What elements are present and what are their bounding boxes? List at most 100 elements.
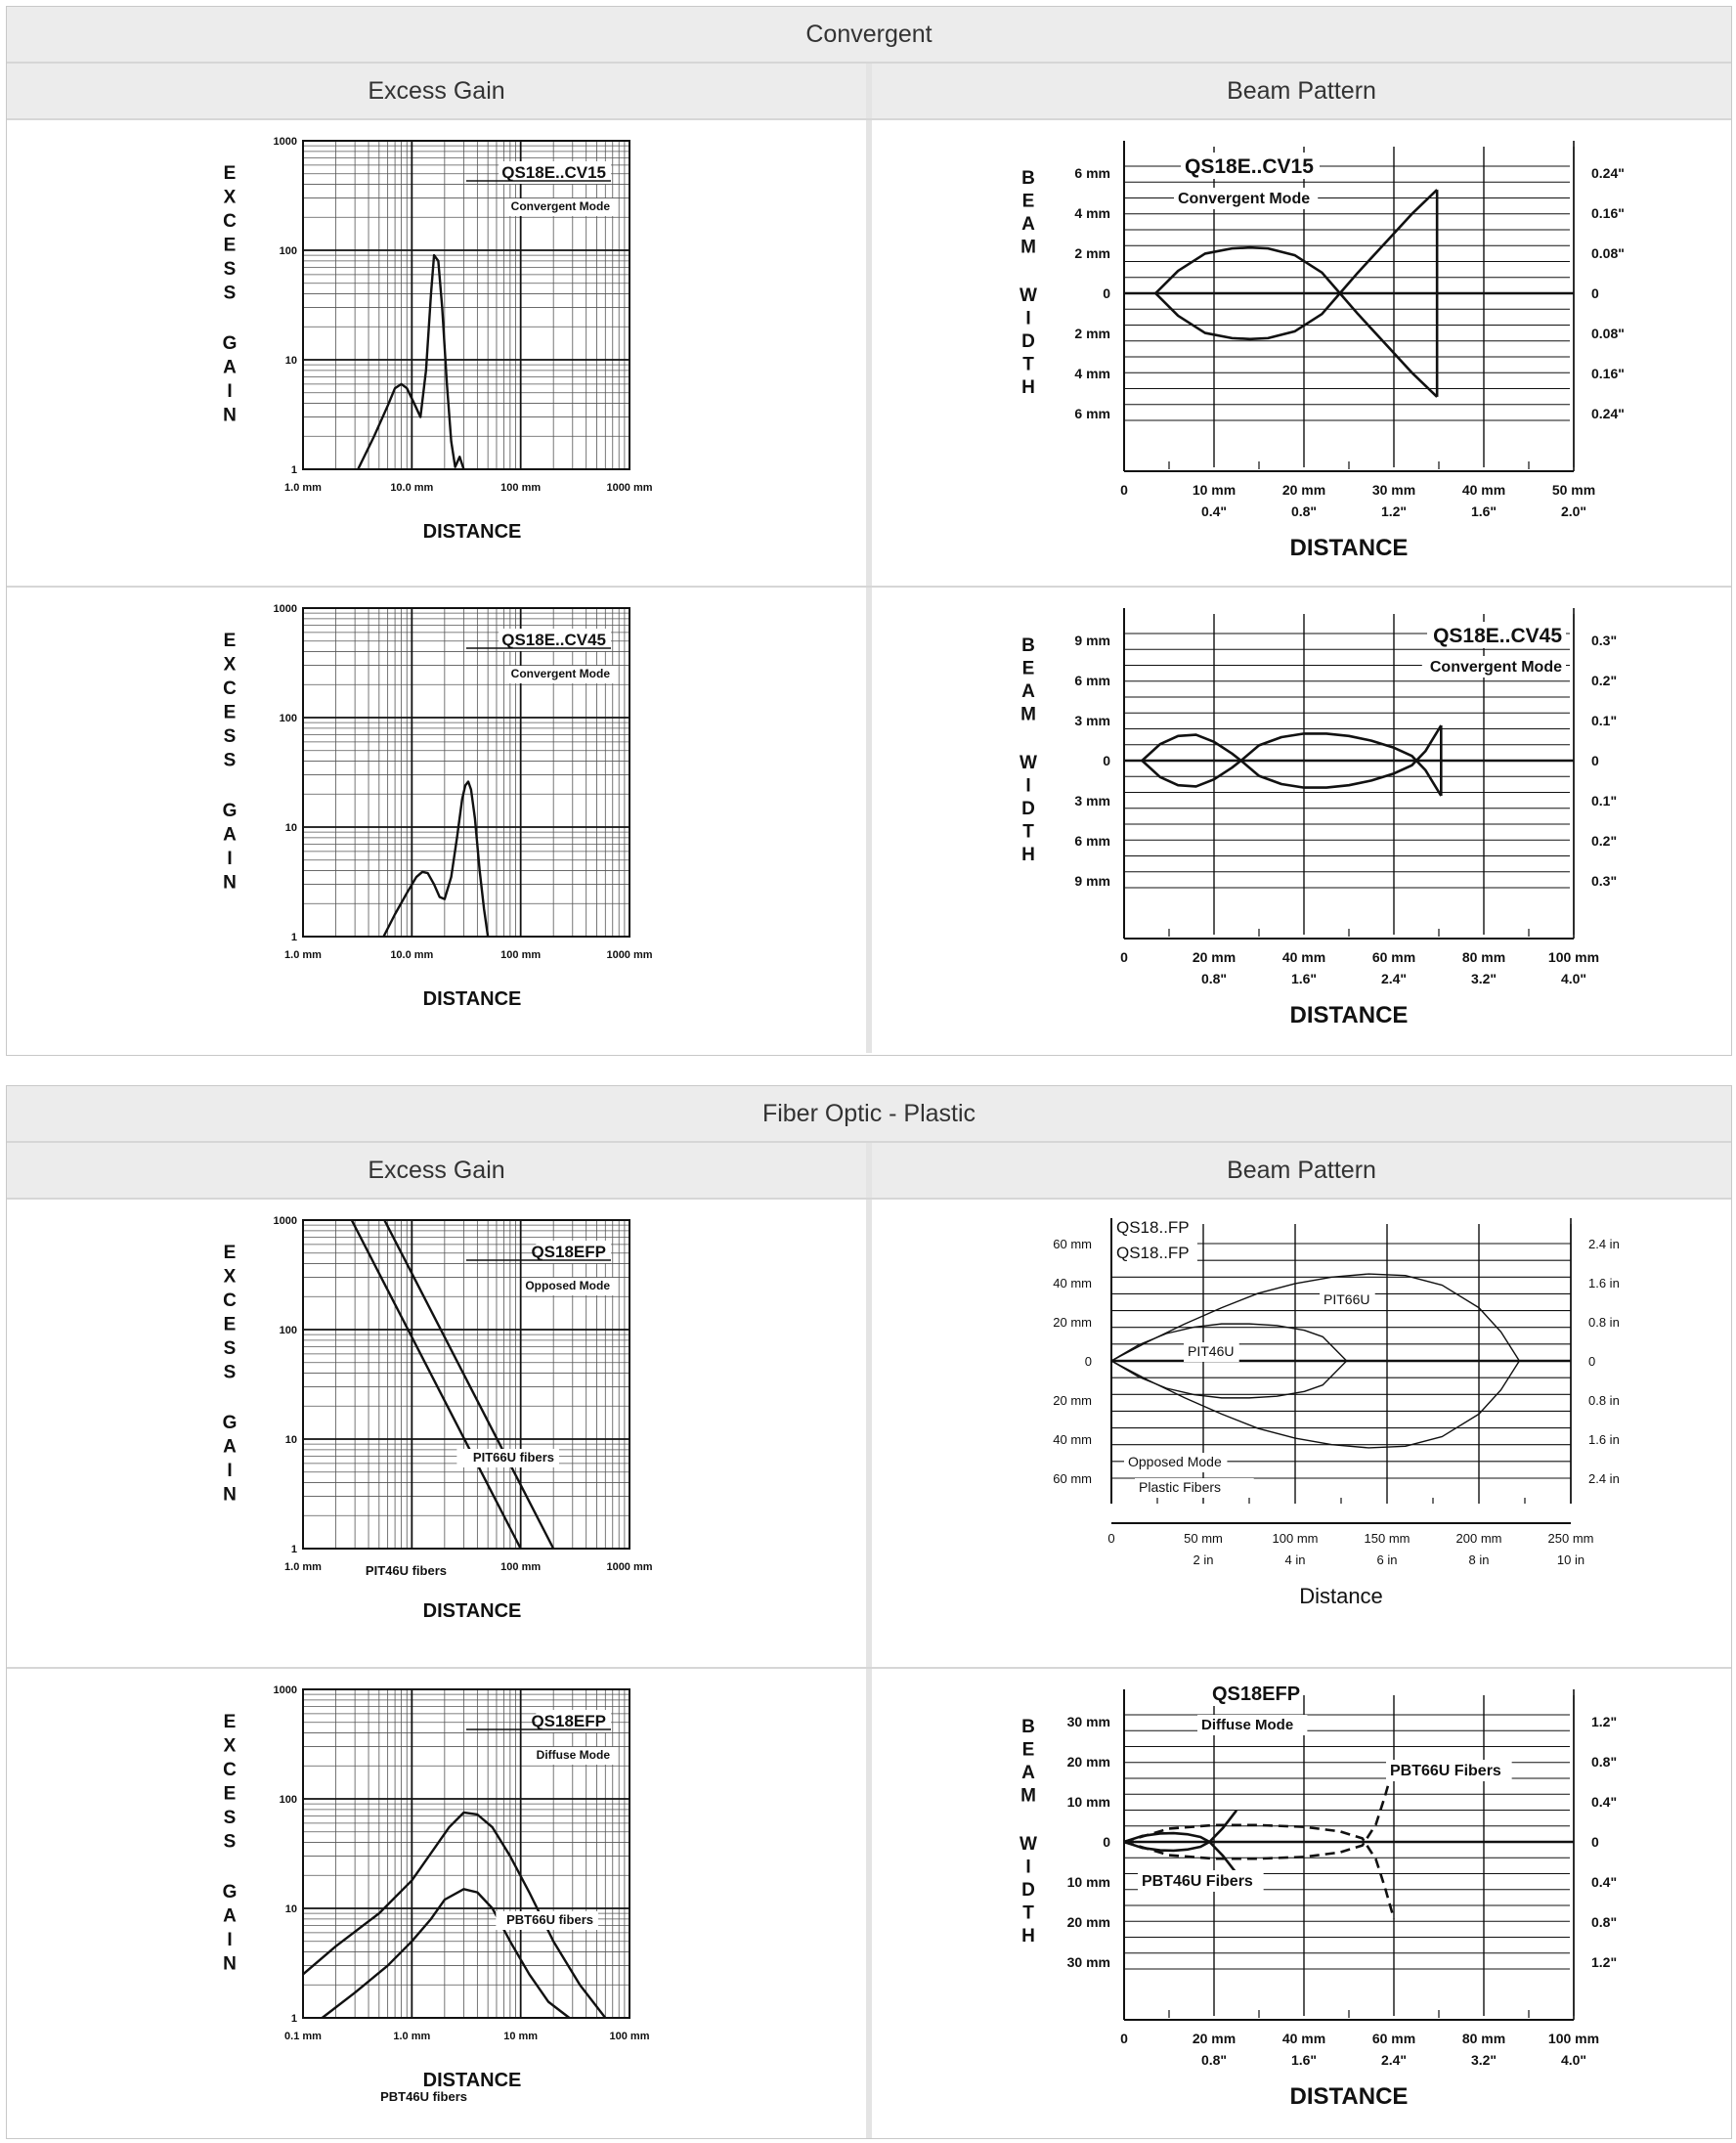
x-tick-label: 30 mm bbox=[1372, 482, 1415, 498]
y-tick-label-right: 0.3" bbox=[1591, 633, 1617, 648]
y-axis-label-letter: X bbox=[224, 1736, 237, 1757]
y-tick-label-right: 0 bbox=[1591, 1834, 1599, 1850]
y-axis-label-letter: E bbox=[224, 163, 237, 184]
y-axis-label-letter: G bbox=[223, 1413, 238, 1433]
y-axis-label-letter: A bbox=[223, 824, 237, 845]
y-tick-label-right: 1.2" bbox=[1591, 1714, 1617, 1729]
series-line bbox=[1123, 1765, 1396, 1860]
y-tick-label-right: 0.4" bbox=[1591, 1874, 1617, 1890]
chart-title-label-bg bbox=[536, 1241, 611, 1263]
mode-label: Convergent Mode bbox=[511, 667, 611, 680]
plot-frame bbox=[302, 1688, 630, 2019]
beam-pattern-cell: 9 mm 6 mm 3 mm 0 3 mm 6 mm 9 mm 0.3" 0.2" 0.1" 0 0.… bbox=[872, 588, 1731, 1053]
beam-pattern-chart-cv15: 6 mm 4 mm 2 mm 0 2 mm 4 mm 6 mm 0.24" 0.16" 0.08"… bbox=[1020, 141, 1625, 561]
series-line bbox=[302, 1811, 607, 2019]
x-tick-label: 1000 mm bbox=[606, 482, 652, 494]
series-line bbox=[1110, 1273, 1521, 1449]
chart-title-label-bg bbox=[536, 1710, 611, 1732]
mode-label: Convergent Mode bbox=[1178, 191, 1310, 207]
y-axis-label-letter: D bbox=[1021, 799, 1035, 819]
y-axis-label-letter: X bbox=[224, 1267, 237, 1288]
y-tick-label-left: 4 mm bbox=[1074, 366, 1110, 381]
y-tick-label-left: 20 mm bbox=[1053, 1393, 1092, 1408]
x-tick-label: 1.0 mm bbox=[284, 482, 322, 494]
y-tick-label-left: 10 mm bbox=[1067, 1874, 1110, 1890]
y-tick-label-left: 60 mm bbox=[1053, 1471, 1092, 1486]
x-tick-label-inch: 3.2" bbox=[1471, 2052, 1497, 2068]
y-axis-label-letter: E bbox=[1022, 192, 1035, 212]
series-line bbox=[1123, 1810, 1238, 1853]
y-axis-label-letter: S bbox=[224, 259, 237, 280]
y-tick-label-left: 9 mm bbox=[1074, 873, 1110, 889]
y-axis-label-letter: W bbox=[1020, 753, 1037, 773]
y-axis-label-letter: I bbox=[227, 381, 232, 402]
column-header-beam-pattern: Beam Pattern bbox=[872, 1143, 1731, 1198]
y-tick-label-right: 0.08" bbox=[1591, 326, 1625, 341]
y-tick-label-left: 20 mm bbox=[1067, 1754, 1110, 1770]
y-tick-label: 10 bbox=[285, 1434, 297, 1446]
beam-pattern-cell: 60 mm 40 mm 20 mm 0 20 mm 40 mm 60 mm 2.4 in 1.6… bbox=[872, 1200, 1731, 1667]
column-divider bbox=[866, 64, 872, 118]
y-tick-label-left: 0 bbox=[1103, 285, 1110, 301]
y-tick-label-right: 0 bbox=[1591, 753, 1599, 768]
y-axis-label-letter: E bbox=[224, 1243, 237, 1263]
x-tick-label: 20 mm bbox=[1193, 949, 1236, 965]
x-tick-label: 20 mm bbox=[1193, 2031, 1236, 2046]
y-axis-label-letter: D bbox=[1021, 331, 1035, 352]
y-tick-label-right: 0.2" bbox=[1591, 673, 1617, 688]
y-axis-label-letter: H bbox=[1021, 377, 1035, 398]
x-tick-label: 100 mm bbox=[610, 2031, 650, 2042]
x-tick-label: 1000 mm bbox=[606, 1561, 652, 1573]
x-tick-label-inch: 8 in bbox=[1469, 1553, 1490, 1567]
excess-gain-cell: 1 10 100 1000 0.1 mm 1.0 mm 10 mm 100 mm E X C E S S G… bbox=[7, 1669, 866, 2138]
y-tick-label-left: 10 mm bbox=[1067, 1794, 1110, 1810]
y-axis-label-letter: S bbox=[224, 1832, 237, 1853]
chart-title-label-bg bbox=[1112, 1216, 1197, 1239]
series-line bbox=[1123, 1823, 1396, 1919]
chart-title-label: QS18E..CV15 bbox=[1185, 155, 1314, 178]
y-axis-label-letter: S bbox=[224, 1363, 237, 1383]
y-axis-label-letter: G bbox=[223, 1882, 238, 1902]
y-tick-label-left: 6 mm bbox=[1074, 833, 1110, 849]
y-tick-label: 10 bbox=[285, 355, 297, 367]
series-label: PIT46U fibers bbox=[366, 1563, 447, 1578]
y-tick-label-left: 2 mm bbox=[1074, 245, 1110, 261]
column-header-excess-gain: Excess Gain bbox=[7, 64, 866, 118]
y-tick-label-left: 20 mm bbox=[1053, 1315, 1092, 1330]
x-tick-label: 1.0 mm bbox=[284, 949, 322, 961]
x-tick-label: 1000 mm bbox=[606, 949, 652, 961]
y-axis-label-letter: B bbox=[1021, 635, 1035, 656]
series-label: PIT66U bbox=[1324, 1291, 1369, 1307]
chart-title-label-bg bbox=[1208, 1681, 1296, 1706]
series-label-bg bbox=[369, 2088, 472, 2107]
y-axis-label-letter: H bbox=[1021, 845, 1035, 865]
series-label-bg bbox=[1320, 1290, 1375, 1310]
y-tick-label: 1000 bbox=[274, 1684, 297, 1696]
x-tick-label-inch: 0.8" bbox=[1201, 971, 1227, 986]
y-tick-label-right: 1.6 in bbox=[1588, 1432, 1620, 1447]
x-tick-label: 100 mm bbox=[500, 482, 541, 494]
y-tick-label-right: 0.2" bbox=[1591, 833, 1617, 849]
y-tick-label: 100 bbox=[280, 1325, 297, 1336]
x-tick-label: 100 mm bbox=[1548, 2031, 1599, 2046]
y-axis-label-letter: A bbox=[1021, 681, 1035, 702]
y-tick-label-left: 60 mm bbox=[1053, 1237, 1092, 1251]
x-tick-label: 100 mm bbox=[500, 1561, 541, 1573]
y-axis-label-letter: X bbox=[224, 188, 237, 208]
y-axis-label-letter: C bbox=[223, 211, 237, 232]
y-tick-label-right: 0.8 in bbox=[1588, 1393, 1620, 1408]
y-axis-label-letter: M bbox=[1020, 705, 1036, 725]
grid bbox=[302, 607, 630, 938]
series-label-bg bbox=[1386, 1760, 1512, 1781]
x-axis-label: DISTANCE bbox=[423, 988, 522, 1010]
x-tick-label-inch: 1.6" bbox=[1291, 2052, 1317, 2068]
beam-pattern-cell: 30 mm 20 mm 10 mm 0 10 mm 20 mm 30 mm 1.2" 0.8" 0… bbox=[872, 1669, 1731, 2138]
chart-title-label: QS18EFP bbox=[531, 1243, 606, 1261]
mode-label: Diffuse Mode bbox=[537, 1748, 611, 1762]
series-line bbox=[383, 1219, 555, 1550]
